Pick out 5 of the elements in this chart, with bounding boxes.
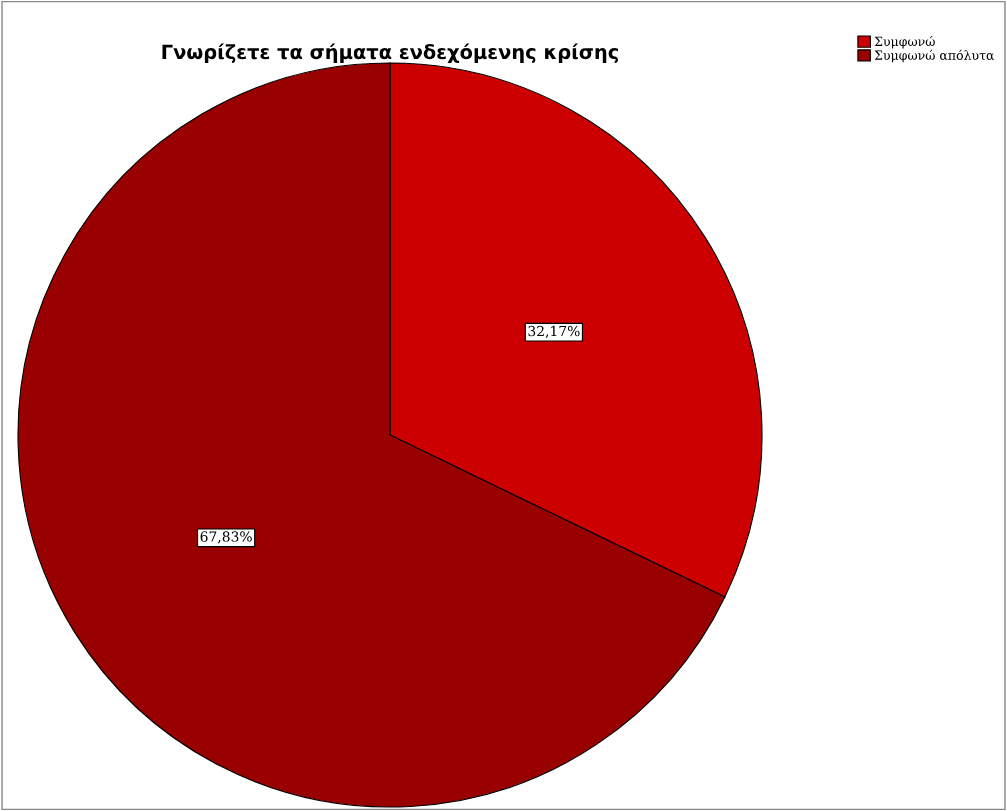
legend-label: Συμφωνώ απόλυτα <box>874 49 995 63</box>
chart-title: Γνωρίζετε τα σήματα ενδεχόμενης κρίσης <box>162 43 618 63</box>
data-label: 32,17% <box>528 325 580 338</box>
legend-label: Συμφωνώ <box>874 35 935 49</box>
data-label: 67,83% <box>200 531 252 544</box>
